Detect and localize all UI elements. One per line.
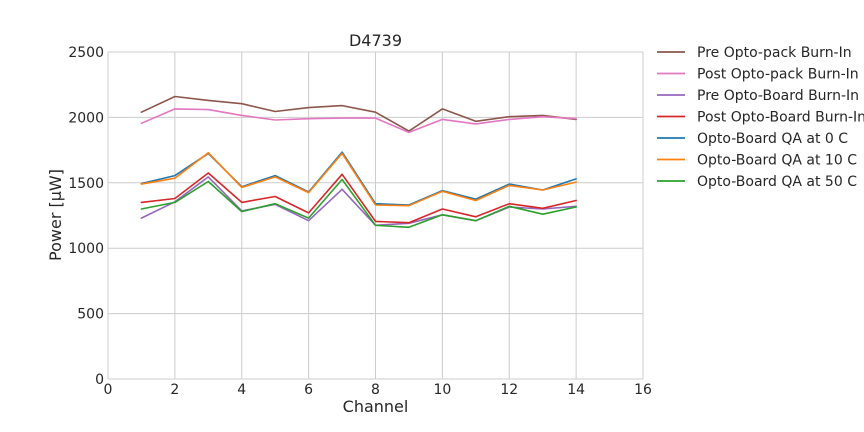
legend-label: Pre Opto-Board Burn-In	[697, 88, 859, 104]
y-tick-label: 0	[95, 372, 104, 388]
x-tick-label: 0	[104, 382, 113, 398]
x-tick-label: 14	[567, 382, 585, 398]
y-tick-label: 1000	[68, 241, 104, 257]
x-tick-label: 8	[371, 382, 380, 398]
chart-title: D4739	[349, 31, 402, 50]
x-tick-label: 2	[170, 382, 179, 398]
legend-item: Opto-Board QA at 0 C	[657, 131, 848, 147]
legend-item: Opto-Board QA at 50 C	[657, 174, 857, 190]
x-axis-ticks: 0 2 4 6 8 10 12 14 16	[104, 382, 652, 398]
legend: Pre Opto-pack Burn-In Post Opto-pack Burn…	[657, 45, 864, 190]
x-axis-label: Channel	[343, 397, 409, 416]
legend-label: Post Opto-pack Burn-In	[697, 67, 859, 83]
legend-label: Post Opto-Board Burn-In	[697, 110, 864, 126]
series-lines	[140, 95, 577, 229]
y-tick-label: 2500	[68, 45, 104, 61]
legend-item: Opto-Board QA at 10 C	[657, 153, 857, 169]
series-line-1	[140, 95, 577, 132]
plot-area	[107, 51, 644, 380]
x-tick-label: 4	[237, 382, 246, 398]
series-line-7	[140, 178, 577, 229]
legend-item: Pre Opto-pack Burn-In	[657, 45, 852, 61]
series-line-4	[140, 172, 577, 224]
y-axis-label: Power [μW]	[46, 169, 65, 261]
grid	[107, 51, 644, 380]
legend-label: Opto-Board QA at 0 C	[697, 131, 848, 147]
legend-item: Post Opto-Board Burn-In	[657, 110, 864, 126]
x-tick-label: 16	[634, 382, 652, 398]
y-tick-label: 2000	[68, 110, 104, 126]
legend-label: Opto-Board QA at 50 C	[697, 174, 857, 190]
x-tick-label: 12	[500, 382, 518, 398]
legend-item: Post Opto-pack Burn-In	[657, 67, 859, 83]
legend-item: Pre Opto-Board Burn-In	[657, 88, 859, 104]
series-line-6	[140, 151, 577, 207]
legend-label: Opto-Board QA at 10 C	[697, 153, 857, 169]
y-tick-label: 500	[77, 307, 104, 323]
x-tick-label: 6	[304, 382, 313, 398]
y-tick-label: 1500	[68, 176, 104, 192]
legend-label: Pre Opto-pack Burn-In	[697, 45, 852, 61]
series-line-2	[140, 108, 577, 134]
y-axis-ticks: 0 500 1000 1500 2000 2500	[68, 45, 104, 388]
x-tick-label: 10	[433, 382, 451, 398]
